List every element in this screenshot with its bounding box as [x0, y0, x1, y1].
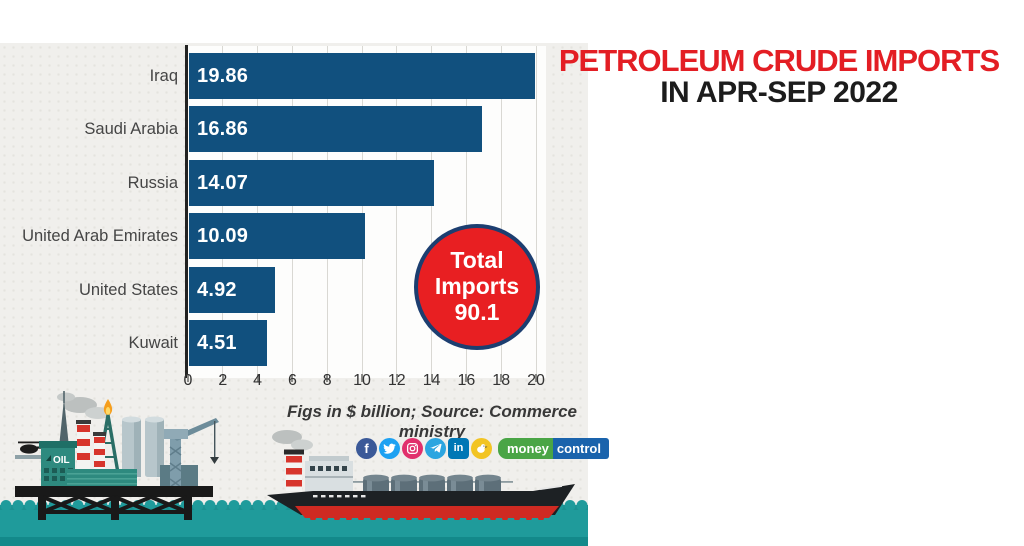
bar-value-label: 14.07	[197, 171, 249, 194]
category-label: Iraq	[149, 67, 178, 85]
tick-mark	[187, 374, 189, 382]
y-axis-line	[185, 45, 188, 378]
gridline	[431, 46, 433, 374]
gridline	[500, 46, 502, 374]
gridline	[535, 46, 537, 374]
telegram-icon	[425, 437, 446, 459]
tick-mark	[221, 374, 224, 382]
headline-line2: IN APR-SEP 2022	[660, 75, 898, 109]
badge-line2: Imports	[434, 273, 520, 300]
x-tick-label: 2	[218, 372, 228, 389]
badge-line1: Total	[450, 247, 504, 274]
category-label: Kuwait	[128, 334, 178, 352]
category-label: Saudi Arabia	[84, 120, 178, 139]
oil-building-label: OIL	[53, 455, 70, 466]
facebook-icon: f	[356, 437, 377, 459]
x-tick-label: 14	[422, 372, 441, 389]
instagram-icon	[402, 437, 423, 459]
x-tick-label: 16	[457, 372, 476, 389]
cargo-ship-illustration	[267, 430, 575, 520]
tick-mark	[500, 374, 503, 382]
bar-value-label: 19.86	[197, 65, 249, 87]
badge-value: 90.1	[454, 298, 500, 325]
bar-saudi-arabia: 16.86	[189, 106, 483, 153]
source-note: Figs in $ billion; Source: Commerce mini…	[287, 402, 577, 441]
gridline	[396, 46, 398, 374]
bar-iraq: 19.86	[189, 53, 535, 99]
moneycontrol-logo-control: control	[552, 437, 609, 459]
bar-value-label: 16.86	[197, 118, 249, 141]
x-tick-label: 18	[492, 372, 511, 389]
x-tick-label: 4	[253, 372, 263, 389]
bar-kuwait: 4.51	[189, 320, 268, 366]
tick-mark	[256, 374, 259, 382]
x-tick-label: 20	[527, 372, 545, 389]
category-label: Russia	[127, 173, 178, 192]
x-tick-label: 8	[322, 372, 332, 389]
x-tick-label: 12	[387, 372, 406, 389]
category-label: United Arab Emirates	[22, 227, 178, 246]
moneycontrol-logo: money control	[498, 437, 609, 459]
gridline	[257, 46, 259, 374]
moneycontrol-logo-money: money	[498, 437, 553, 459]
tick-mark	[291, 374, 294, 382]
bar-value-label: 10.09	[197, 225, 249, 248]
twitter-icon	[379, 437, 400, 459]
bar-value-label: 4.51	[197, 332, 237, 354]
total-imports-badge: Total Imports 90.1	[414, 224, 540, 350]
headline-line1: PETROLEUM CRUDE IMPORTS	[558, 43, 1000, 78]
tick-mark	[535, 374, 537, 382]
linkedin-icon: in	[448, 437, 469, 459]
x-tick-label: 10	[353, 372, 371, 389]
gridline	[465, 46, 467, 374]
gridline	[222, 46, 224, 374]
tick-mark	[465, 374, 468, 382]
gridline	[326, 46, 328, 374]
oil-rig-illustration: OIL	[15, 391, 219, 520]
tick-mark	[326, 374, 329, 382]
bar-united-states: 4.92	[189, 266, 275, 313]
gridline	[291, 46, 293, 374]
headline: PETROLEUM CRUDE IMPORTS IN APR-SEP 2022	[552, 45, 1006, 108]
x-tick-label: 6	[287, 372, 297, 389]
category-label: United States	[78, 280, 178, 299]
tick-mark	[430, 374, 433, 382]
tick-mark	[361, 374, 363, 382]
koo-icon	[471, 437, 492, 459]
bar-value-label: 4.92	[197, 278, 237, 301]
x-tick-label: 0	[183, 372, 193, 389]
tick-mark	[395, 374, 398, 382]
bar-russia: 14.07	[189, 159, 434, 206]
gridline	[361, 46, 363, 374]
social-icons-row: f in money control	[356, 437, 609, 459]
bar-united-arab-emirates: 10.09	[189, 213, 365, 260]
